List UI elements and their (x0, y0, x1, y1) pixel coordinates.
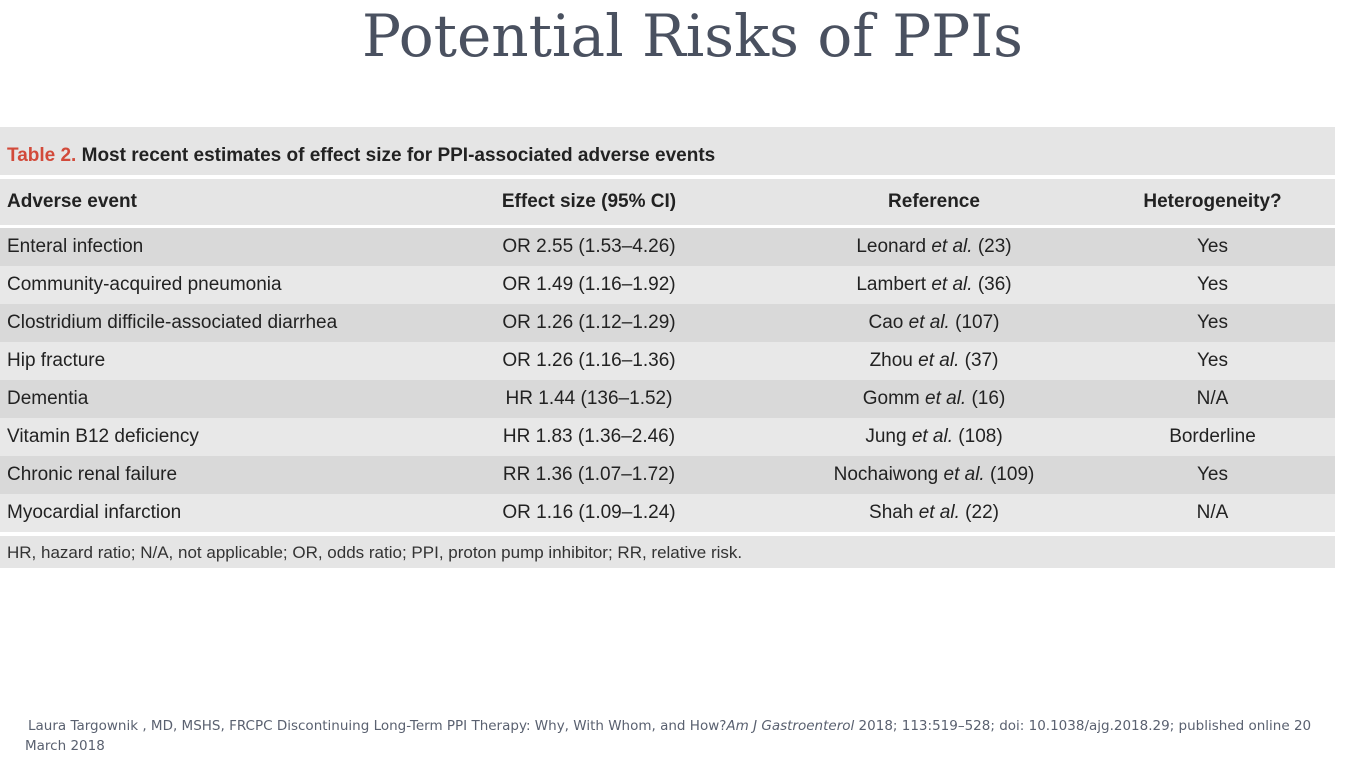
ref-number: (107) (955, 312, 1000, 333)
ref-author: Nochaiwong (833, 464, 939, 485)
header-adverse-event: Adverse event (0, 179, 400, 228)
cell-adverse-event: Vitamin B12 deficiency (0, 418, 400, 456)
ref-author: Lambert (856, 274, 927, 295)
cell-adverse-event: Hip fracture (0, 342, 400, 380)
cell-adverse-event: Clostridium difficile-associated diarrhe… (0, 304, 400, 342)
cell-effect-size: OR 1.49 (1.16–1.92) (400, 266, 778, 304)
table-row: Clostridium difficile-associated diarrhe… (0, 304, 1335, 342)
table-row: Enteral infection OR 2.55 (1.53–4.26) Le… (0, 226, 1335, 266)
citation-journal: Am J Gastroenterol (726, 718, 855, 734)
ref-number: (109) (989, 464, 1035, 485)
ref-number: (22) (965, 502, 999, 523)
ref-number: (16) (971, 388, 1006, 409)
ref-author: Shah (869, 502, 914, 523)
table-row: Dementia HR 1.44 (136–1.52) Gomm et al. … (0, 380, 1335, 418)
cell-adverse-event: Chronic renal failure (0, 456, 400, 494)
cell-reference: Leonard et al. (23) (778, 226, 1090, 266)
citation: Laura Targownik , MD, MSHS, FRCPC Discon… (25, 716, 1340, 756)
cell-reference: Nochaiwong et al. (109) (778, 456, 1090, 494)
cell-heterogeneity: Borderline (1090, 418, 1335, 456)
citation-details: 2018; 113:519–528; doi: 10.1038/ajg.2018… (25, 718, 1312, 754)
cell-heterogeneity: N/A (1090, 380, 1335, 418)
ref-etal: et al. (943, 464, 985, 485)
cell-heterogeneity: Yes (1090, 304, 1335, 342)
header-reference: Reference (778, 179, 1090, 228)
cell-heterogeneity: Yes (1090, 456, 1335, 494)
cell-effect-size: RR 1.36 (1.07–1.72) (400, 456, 778, 494)
cell-effect-size: OR 1.26 (1.12–1.29) (400, 304, 778, 342)
adverse-events-table: Adverse event Effect size (95% CI) Refer… (0, 179, 1335, 532)
cell-reference: Gomm et al. (16) (778, 380, 1090, 418)
cell-reference: Zhou et al. (37) (778, 342, 1090, 380)
cell-reference: Cao et al. (107) (778, 304, 1090, 342)
header-effect-size: Effect size (95% CI) (400, 179, 778, 228)
cell-effect-size: HR 1.44 (136–1.52) (400, 380, 778, 418)
ref-etal: et al. (918, 502, 960, 523)
cell-effect-size: OR 2.55 (1.53–4.26) (400, 226, 778, 266)
ref-author: Leonard (856, 236, 927, 257)
table-row: Chronic renal failure RR 1.36 (1.07–1.72… (0, 456, 1335, 494)
cell-heterogeneity: N/A (1090, 494, 1335, 532)
ref-etal: et al. (925, 388, 967, 409)
ref-number: (36) (977, 274, 1012, 295)
ref-author: Jung (865, 426, 907, 447)
cell-reference: Lambert et al. (36) (778, 266, 1090, 304)
cell-heterogeneity: Yes (1090, 342, 1335, 380)
cell-reference: Jung et al. (108) (778, 418, 1090, 456)
cell-adverse-event: Dementia (0, 380, 400, 418)
ref-author: Gomm (862, 388, 920, 409)
ref-etal: et al. (918, 350, 960, 371)
ref-etal: et al. (911, 426, 954, 447)
cell-adverse-event: Enteral infection (0, 226, 400, 266)
table-footnote: HR, hazard ratio; N/A, not applicable; O… (0, 532, 1335, 568)
table-row: Hip fracture OR 1.26 (1.16–1.36) Zhou et… (0, 342, 1335, 380)
ref-number: (37) (964, 350, 999, 371)
table-caption-text: Most recent estimates of effect size for… (81, 145, 716, 166)
ref-etal: et al. (931, 274, 973, 295)
table-row: Vitamin B12 deficiency HR 1.83 (1.36–2.4… (0, 418, 1335, 456)
cell-adverse-event: Community-acquired pneumonia (0, 266, 400, 304)
slide-title: Potential Risks of PPIs (362, 2, 1023, 70)
table-row: Myocardial infarction OR 1.16 (1.09–1.24… (0, 494, 1335, 532)
table-row: Community-acquired pneumonia OR 1.49 (1.… (0, 266, 1335, 304)
cell-adverse-event: Myocardial infarction (0, 494, 400, 532)
cell-effect-size: HR 1.83 (1.36–2.46) (400, 418, 778, 456)
ref-number: (23) (977, 236, 1012, 257)
ref-author: Zhou (869, 350, 913, 371)
cell-heterogeneity: Yes (1090, 266, 1335, 304)
adverse-events-table-container: Table 2. Most recent estimates of effect… (0, 127, 1335, 568)
cell-reference: Shah et al. (22) (778, 494, 1090, 532)
citation-author-title: Laura Targownik , MD, MSHS, FRCPC Discon… (28, 718, 727, 734)
header-heterogeneity: Heterogeneity? (1090, 179, 1335, 228)
cell-heterogeneity: Yes (1090, 226, 1335, 266)
cell-effect-size: OR 1.16 (1.09–1.24) (400, 494, 778, 532)
ref-etal: et al. (908, 312, 950, 333)
table-header-row: Adverse event Effect size (95% CI) Refer… (0, 179, 1335, 228)
ref-etal: et al. (931, 236, 973, 257)
table-caption-number: Table 2. (7, 145, 77, 166)
ref-number: (108) (958, 426, 1003, 447)
table-caption: Table 2. Most recent estimates of effect… (0, 127, 1335, 179)
ref-author: Cao (868, 312, 904, 333)
cell-effect-size: OR 1.26 (1.16–1.36) (400, 342, 778, 380)
